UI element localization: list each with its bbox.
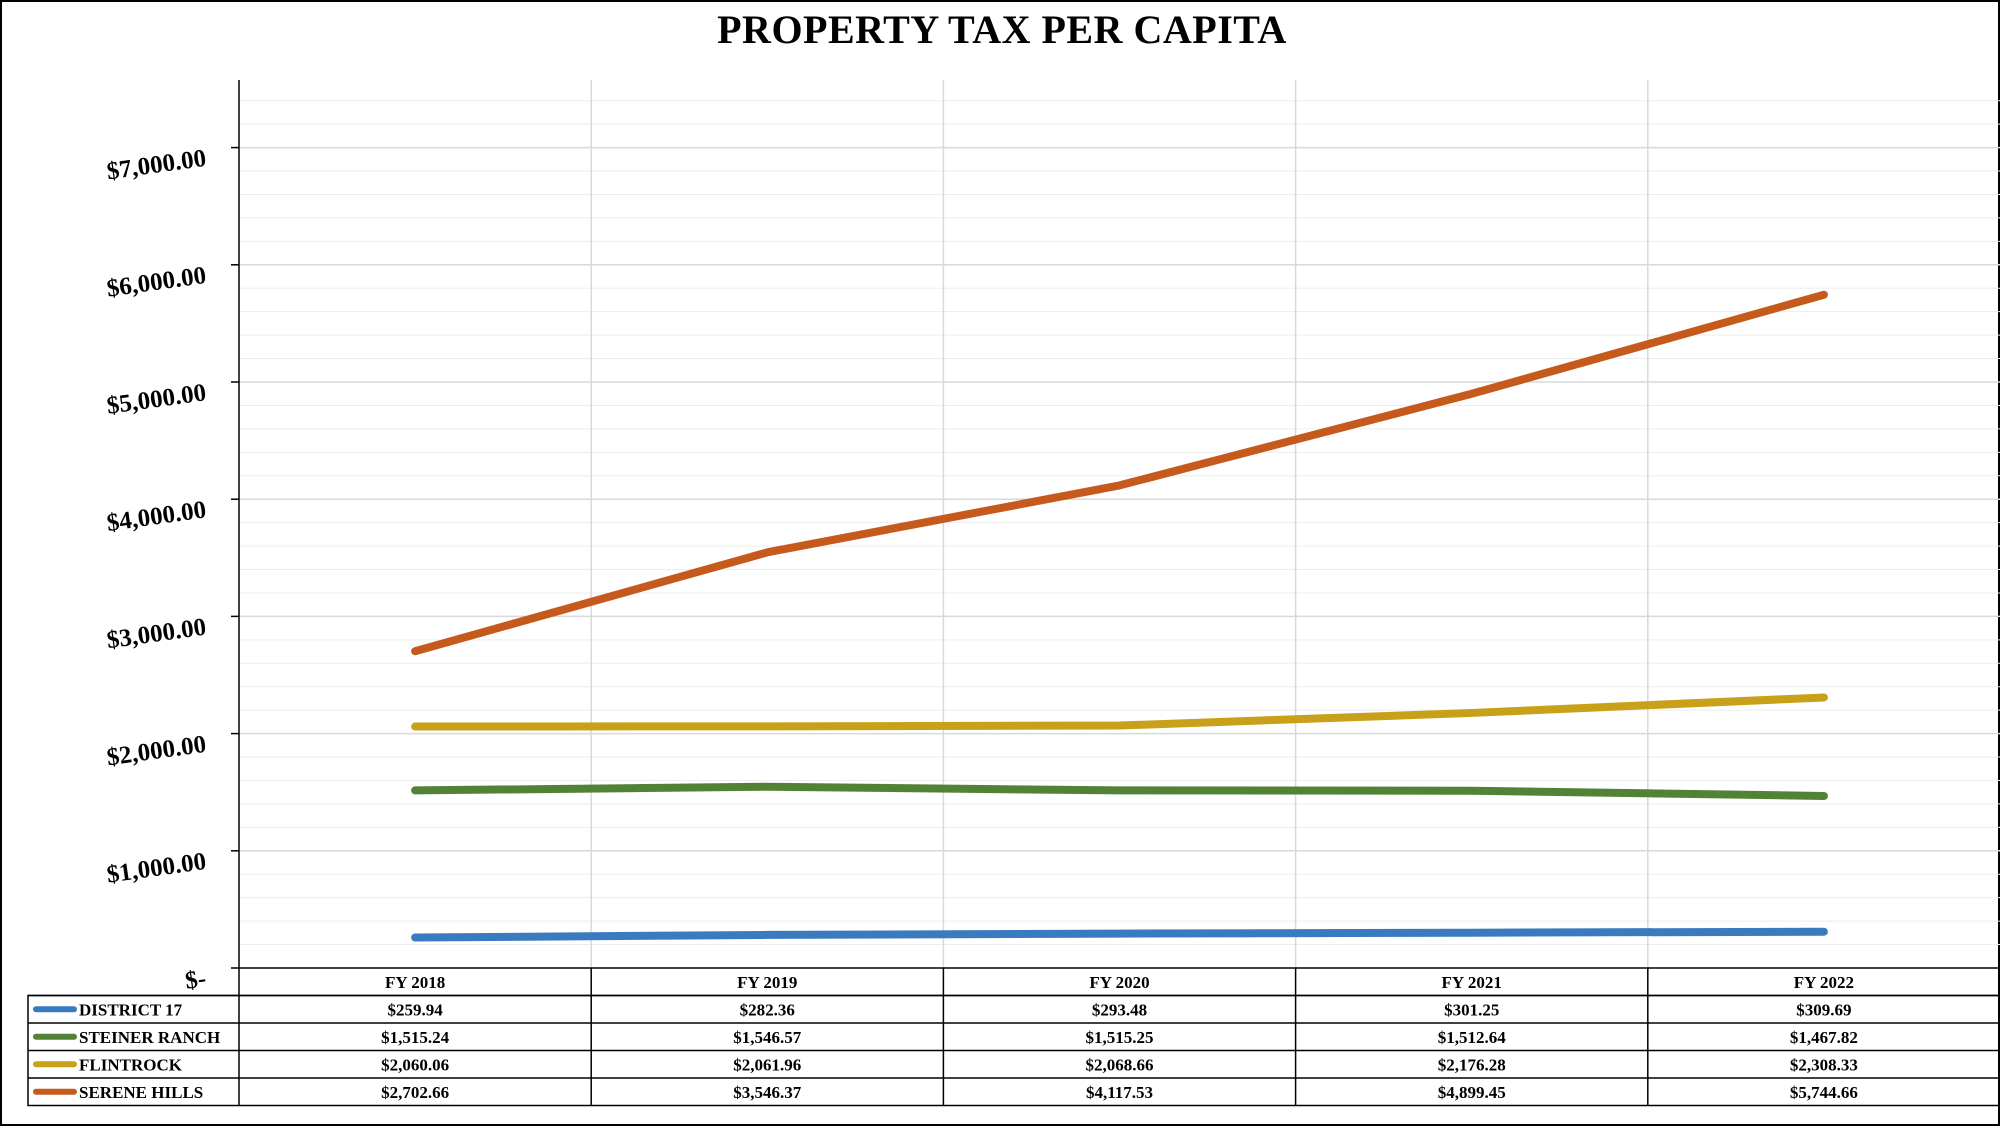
y-tick-label: $7,000.00 [105,145,208,186]
x-category-label: FY 2020 [1089,973,1149,992]
data-cell: $2,068.66 [1086,1056,1154,1075]
x-category-label: FY 2022 [1794,973,1854,992]
series-line [411,693,1828,731]
data-cell: $4,899.45 [1438,1083,1506,1102]
data-cell: $5,744.66 [1790,1083,1858,1102]
series-line [411,782,1828,800]
data-cell: $301.25 [1444,1001,1499,1020]
data-cell: $2,176.28 [1438,1056,1506,1075]
data-cell: $4,117.53 [1086,1083,1153,1102]
y-tick-label: $4,000.00 [105,496,208,537]
data-cell: $293.48 [1092,1001,1147,1020]
y-tick-label: $3,000.00 [105,614,208,655]
y-tick-label: $1,000.00 [105,848,208,889]
chart-title: PROPERTY TAX PER CAPITA [717,7,1287,52]
legend-label: STEINER RANCH [79,1028,220,1047]
data-cell: $2,308.33 [1790,1056,1858,1075]
data-table: FY 2018 FY 2019 FY 2020 FY 2021 FY 2022 DISTR… [27,967,2000,1107]
y-tick-label: $- [183,965,207,995]
y-tick-label: $5,000.00 [105,379,208,420]
x-category-label: FY 2019 [737,973,797,992]
data-cell: $282.36 [740,1001,795,1020]
data-cell: $1,467.82 [1790,1028,1858,1047]
data-cell: $1,512.64 [1438,1028,1507,1047]
data-cell: $2,061.96 [733,1056,801,1075]
data-cell: $2,702.66 [381,1083,449,1102]
axes [231,80,240,969]
legend-label: FLINTROCK [79,1056,183,1075]
data-cell: $1,515.24 [381,1028,450,1047]
series-line [411,927,1828,942]
y-axis-ticks: $- $1,000.00 $2,000.00 $3,000.00 $4,000.00 $5… [105,145,208,995]
data-cell: $259.94 [387,1001,443,1020]
x-category-label: FY 2021 [1442,973,1502,992]
data-cell: $1,546.57 [733,1028,802,1047]
data-cell: $3,546.37 [733,1083,802,1102]
data-cell: $309.69 [1796,1001,1851,1020]
y-tick-label: $6,000.00 [105,262,208,303]
legend-label: SERENE HILLS [79,1083,203,1102]
series-line [411,290,1828,656]
data-cell: $1,515.25 [1086,1028,1154,1047]
y-tick-label: $2,000.00 [105,731,208,772]
legend-label: DISTRICT 17 [79,1001,183,1020]
series-lines [411,290,1828,942]
data-cell: $2,060.06 [381,1056,449,1075]
grid [239,80,2000,968]
x-category-label: FY 2018 [385,973,445,992]
